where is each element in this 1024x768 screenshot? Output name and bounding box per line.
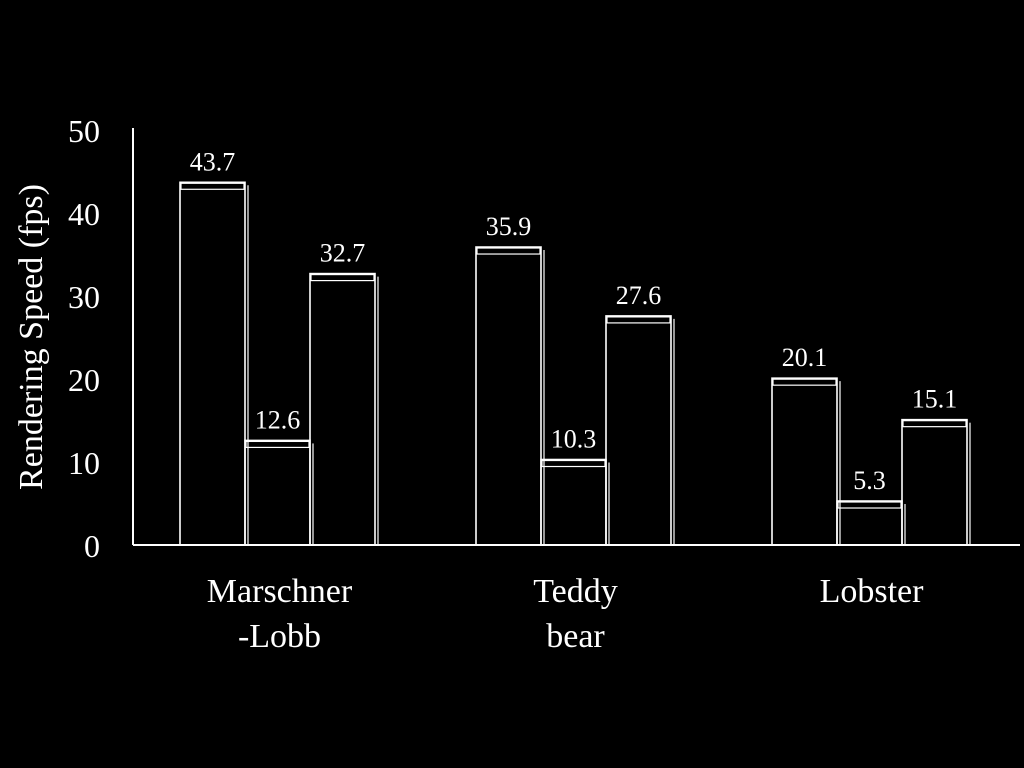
bar-value-label: 12.6 (255, 405, 301, 434)
bar (540, 458, 610, 546)
y-tick-label: 40 (68, 196, 100, 232)
y-axis-label: Rendering Speed (fps) (13, 184, 50, 490)
category-label: -Lobb (238, 618, 321, 655)
bar (179, 181, 249, 546)
y-tick-label: 0 (84, 528, 100, 564)
bar-value-label: 27.6 (616, 281, 662, 310)
bar-value-label: 10.3 (551, 425, 597, 454)
y-tick-labels: 0 10 20 30 40 50 (68, 113, 100, 564)
bar (605, 315, 675, 546)
bars (179, 181, 971, 546)
bar-value-label: 32.7 (320, 239, 366, 268)
bar (771, 377, 841, 546)
category-label: Teddy (533, 573, 618, 610)
bar-cap (476, 247, 541, 255)
bar-value-label: 5.3 (853, 466, 886, 495)
bar-value-label: 20.1 (782, 343, 828, 372)
y-tick-label: 10 (68, 445, 100, 481)
bar-cap (606, 316, 671, 324)
category-label: Marschner (207, 573, 353, 610)
bar-cap (310, 273, 375, 282)
value-labels: 43.7 12.6 32.7 35.9 10.3 27.6 20.1 5.3 15.1 (190, 147, 958, 495)
bar (309, 272, 379, 546)
category-label: Lobster (820, 573, 925, 610)
bar-cap (180, 182, 245, 190)
bar-value-label: 35.9 (486, 212, 532, 241)
y-tick-label: 50 (68, 113, 100, 149)
y-tick-label: 20 (68, 362, 100, 398)
bar-value-label: 43.7 (190, 147, 236, 176)
bar-cap (541, 459, 606, 468)
bar-cap (837, 501, 902, 509)
category-label: bear (546, 618, 605, 655)
category-labels: Marschner -Lobb Teddy bear Lobster (207, 573, 924, 655)
bar (244, 439, 314, 546)
bar (901, 418, 971, 546)
bar-value-label: 15.1 (912, 385, 958, 414)
y-tick-label: 30 (68, 279, 100, 315)
bar (836, 500, 906, 546)
bar (475, 246, 545, 546)
bar-cap (245, 440, 310, 449)
bar-cap (772, 378, 837, 386)
bar-cap (902, 420, 967, 428)
